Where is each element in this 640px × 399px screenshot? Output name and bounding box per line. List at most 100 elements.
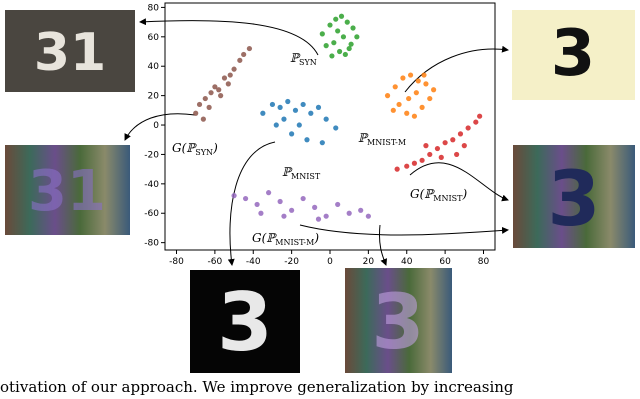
point (319, 31, 325, 37)
point (281, 116, 287, 122)
point (281, 213, 287, 219)
point (323, 213, 329, 219)
point (277, 104, 283, 110)
point (454, 151, 460, 158)
image-bg (190, 270, 300, 373)
point (231, 66, 237, 72)
x-tick-label: 0 (327, 257, 333, 267)
point (202, 95, 208, 102)
point (208, 90, 214, 96)
point (358, 207, 364, 213)
point (346, 210, 352, 216)
cluster-label: G(ℙSYN) (172, 141, 218, 157)
x-tick-label: 40 (401, 257, 413, 267)
label-part: MNIST (291, 172, 321, 181)
point (404, 110, 410, 116)
point (315, 104, 322, 110)
point (342, 51, 348, 58)
point (423, 143, 429, 149)
y-tick-label: -80 (144, 239, 159, 249)
point (304, 137, 310, 143)
point (390, 107, 396, 113)
plot-frame (164, 2, 496, 251)
label-part: MNIST-M (367, 138, 406, 147)
point (438, 154, 444, 160)
x-tick-label: -60 (208, 257, 223, 267)
point (431, 87, 437, 93)
point (415, 78, 421, 84)
thumbnails: 31 3 31 3 3 3 (5, 10, 635, 373)
point (212, 84, 218, 90)
arrow (379, 224, 388, 266)
point (260, 110, 266, 116)
point (237, 57, 243, 63)
point (242, 195, 249, 202)
point (423, 81, 429, 87)
x-tick-label: -80 (169, 257, 184, 267)
point (350, 25, 356, 31)
point (277, 198, 283, 205)
label-part: ℙ (358, 131, 369, 145)
point (457, 131, 464, 137)
point (196, 101, 203, 108)
label-part: G(ℙ (172, 141, 197, 155)
point (193, 110, 199, 116)
point (335, 201, 341, 208)
image-digit: 3 (217, 276, 273, 369)
point (348, 41, 354, 47)
label-part: ) (212, 141, 218, 155)
arrows (124, 18, 509, 266)
point (477, 113, 483, 119)
point (427, 151, 433, 158)
point (338, 13, 345, 19)
x-tick-label: 20 (363, 257, 375, 267)
arrow (404, 45, 509, 93)
point (340, 34, 347, 40)
point (450, 137, 456, 143)
point (312, 204, 318, 210)
label-part: ) (461, 187, 467, 201)
point (216, 87, 222, 93)
image-bg (5, 145, 130, 235)
label-part: MNIST-M (275, 238, 314, 247)
image-digit: 3 (548, 154, 601, 243)
cluster-label: ℙMNIST-M (358, 131, 406, 147)
point (473, 119, 479, 125)
cluster-label: ℙSYN (290, 51, 317, 67)
caption: otivation of our approach. We improve ge… (0, 378, 514, 396)
x-tick-label: 80 (478, 257, 490, 267)
point (266, 190, 272, 196)
point (419, 104, 425, 110)
point (400, 75, 406, 81)
y-tick-label: 20 (148, 92, 160, 102)
cluster-label: ℙMNIST (282, 165, 321, 181)
image-digit: 31 (34, 23, 106, 83)
point (413, 90, 419, 96)
point (206, 104, 212, 110)
x-tick-label: -40 (246, 257, 261, 267)
y-tick-label: 80 (148, 3, 160, 13)
y-tick-label: -40 (144, 180, 159, 190)
y-tick-label: 40 (148, 62, 160, 72)
point (289, 131, 295, 137)
arrow (409, 162, 509, 202)
cluster-label: G(ℙMNIST-M) (252, 231, 319, 247)
label-part: SYN (299, 58, 317, 67)
point (218, 93, 224, 99)
point (365, 213, 371, 219)
point (227, 72, 233, 78)
point (392, 84, 398, 90)
point (421, 72, 427, 78)
label-part: G(ℙ (252, 231, 277, 245)
point (333, 16, 339, 22)
arrow (227, 141, 276, 266)
point (394, 166, 400, 172)
arrow (139, 18, 319, 56)
point (336, 48, 343, 55)
point (319, 140, 325, 146)
point (335, 28, 341, 34)
point (221, 75, 228, 81)
point (254, 201, 260, 208)
point (411, 160, 418, 166)
